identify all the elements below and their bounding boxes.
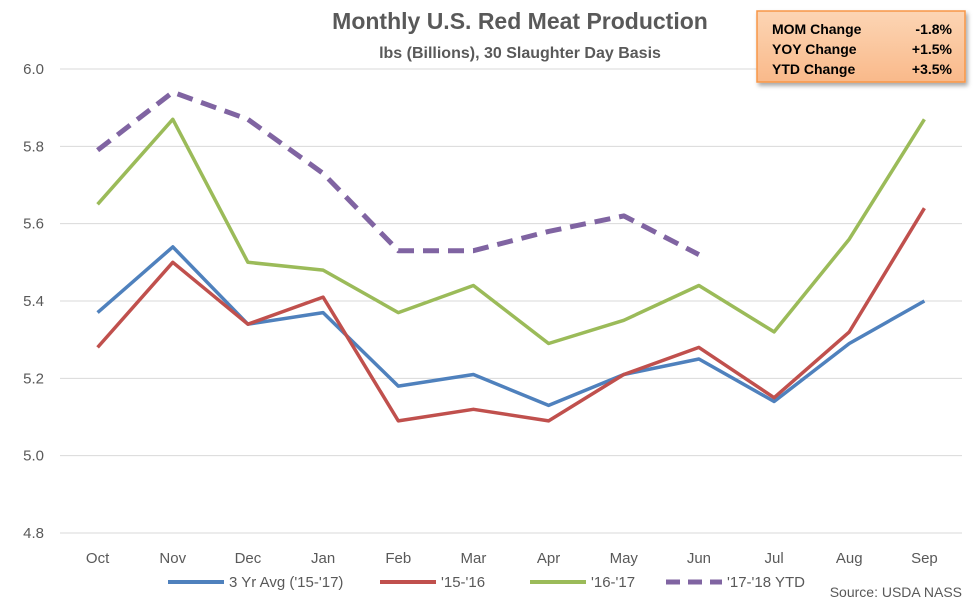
x-tick-label: Jan — [311, 550, 335, 567]
change-summary-box: MOM Change -1.8% YOY Change +1.5% YTD Ch… — [756, 10, 966, 83]
y-tick-label: 4.8 — [23, 525, 44, 542]
y-tick-label: 5.2 — [23, 370, 44, 387]
x-tick-label: Aug — [836, 550, 863, 567]
mom-change-label: MOM Change — [772, 21, 862, 37]
legend-label-3yr-avg: 3 Yr Avg ('15-'17) — [229, 574, 343, 591]
x-axis-ticks: Oct Nov Dec Jan Feb Mar Apr May Jun Jul Aug Sep — [86, 550, 938, 567]
x-tick-label: May — [610, 550, 639, 567]
y-tick-label: 5.0 — [23, 448, 44, 465]
legend-label-16-17: '16-'17 — [591, 574, 635, 591]
ytd-change-label: YTD Change — [772, 61, 855, 77]
series-line-2 — [96, 117, 926, 346]
y-axis-ticks: 4.8 5.0 5.2 5.4 5.6 5.8 6.0 — [23, 61, 44, 542]
x-tick-label: Mar — [460, 550, 486, 567]
y-tick-label: 5.4 — [23, 293, 44, 310]
x-tick-label: Feb — [385, 550, 411, 567]
series-line-0 — [96, 245, 926, 408]
x-tick-label: Sep — [911, 550, 938, 567]
x-tick-label: Oct — [86, 550, 110, 567]
x-tick-label: Dec — [235, 550, 262, 567]
x-tick-label: Apr — [537, 550, 560, 567]
series-line-1 — [96, 207, 926, 423]
y-tick-label: 5.6 — [23, 216, 44, 233]
series-lines — [96, 89, 926, 423]
y-tick-label: 5.8 — [23, 138, 44, 155]
change-summary-background — [756, 10, 966, 83]
x-tick-label: Nov — [159, 550, 186, 567]
legend: 3 Yr Avg ('15-'17) '15-'16 '16-'17 '17-'… — [168, 574, 805, 591]
series-line-3 — [96, 89, 701, 257]
legend-label-17-18-ytd: '17-'18 YTD — [727, 574, 805, 591]
y-tick-label: 6.0 — [23, 61, 44, 78]
yoy-change-label: YOY Change — [772, 41, 857, 57]
mom-change-value: -1.8% — [915, 21, 952, 37]
gridlines — [60, 68, 962, 534]
ytd-change-value: +3.5% — [912, 61, 953, 77]
x-tick-label: Jul — [764, 550, 783, 567]
chart-subtitle: lbs (Billions), 30 Slaughter Day Basis — [379, 45, 661, 62]
legend-label-15-16: '15-'16 — [441, 574, 485, 591]
x-tick-label: Jun — [687, 550, 711, 567]
chart-title: Monthly U.S. Red Meat Production — [332, 8, 708, 34]
yoy-change-value: +1.5% — [912, 41, 953, 57]
source-note: Source: USDA NASS — [830, 584, 962, 600]
